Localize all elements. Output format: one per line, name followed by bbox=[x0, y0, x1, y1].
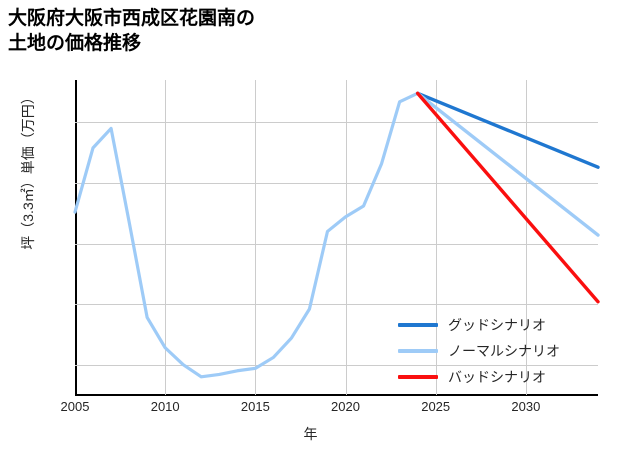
y-axis-label: 坪（3.3㎡）単価（万円） bbox=[20, 90, 36, 250]
gridline-y-45 bbox=[75, 364, 598, 366]
legend-item-2[interactable]: バッドシナリオ bbox=[398, 364, 598, 390]
series-line-グッドシナリオ bbox=[415, 91, 600, 169]
gridline-x-2030 bbox=[525, 80, 527, 395]
legend-swatch-icon bbox=[398, 323, 438, 327]
series-line-ノーマルシナリオ bbox=[415, 91, 600, 237]
x-tick-label: 2020 bbox=[331, 399, 360, 414]
legend-item-1[interactable]: ノーマルシナリオ bbox=[398, 338, 598, 364]
series-lines bbox=[73, 91, 600, 379]
gridline-y-50 bbox=[75, 304, 598, 306]
gridline-x-2020 bbox=[345, 80, 347, 395]
chart-legend: グッドシナリオ ノーマルシナリオ バッドシナリオ bbox=[398, 312, 598, 390]
legend-swatch-icon bbox=[398, 349, 438, 353]
x-tick-label: 2015 bbox=[240, 399, 270, 414]
legend-swatch-icon bbox=[398, 375, 438, 379]
legend-item-0[interactable]: グッドシナリオ bbox=[398, 312, 598, 338]
gridline-x-2010 bbox=[165, 80, 167, 395]
x-tick-label: 2030 bbox=[511, 399, 541, 414]
x-tick-label: 2010 bbox=[150, 399, 180, 414]
legend-label: バッドシナリオ bbox=[448, 369, 546, 385]
gridline-y-55 bbox=[75, 243, 598, 245]
legend-label: ノーマルシナリオ bbox=[448, 343, 560, 359]
x-axis-label: 年 bbox=[303, 426, 318, 442]
plot-area bbox=[73, 80, 600, 395]
series-line-バッドシナリオ bbox=[415, 91, 600, 304]
gridline-x-2015 bbox=[255, 80, 257, 395]
legend-label: グッドシナリオ bbox=[448, 317, 546, 333]
x-tick-label: 2025 bbox=[421, 399, 451, 414]
y-axis-line bbox=[75, 80, 77, 396]
chart-title: 大阪府大阪市西成区花園南の 土地の価格推移 bbox=[8, 8, 256, 55]
gridline-y-65 bbox=[75, 122, 598, 124]
x-tick-label: 2005 bbox=[60, 399, 90, 414]
gridline-x-2025 bbox=[435, 80, 437, 395]
x-axis-line bbox=[75, 394, 598, 396]
series-line-実績 bbox=[73, 91, 420, 379]
gridline-y-60 bbox=[75, 183, 598, 184]
